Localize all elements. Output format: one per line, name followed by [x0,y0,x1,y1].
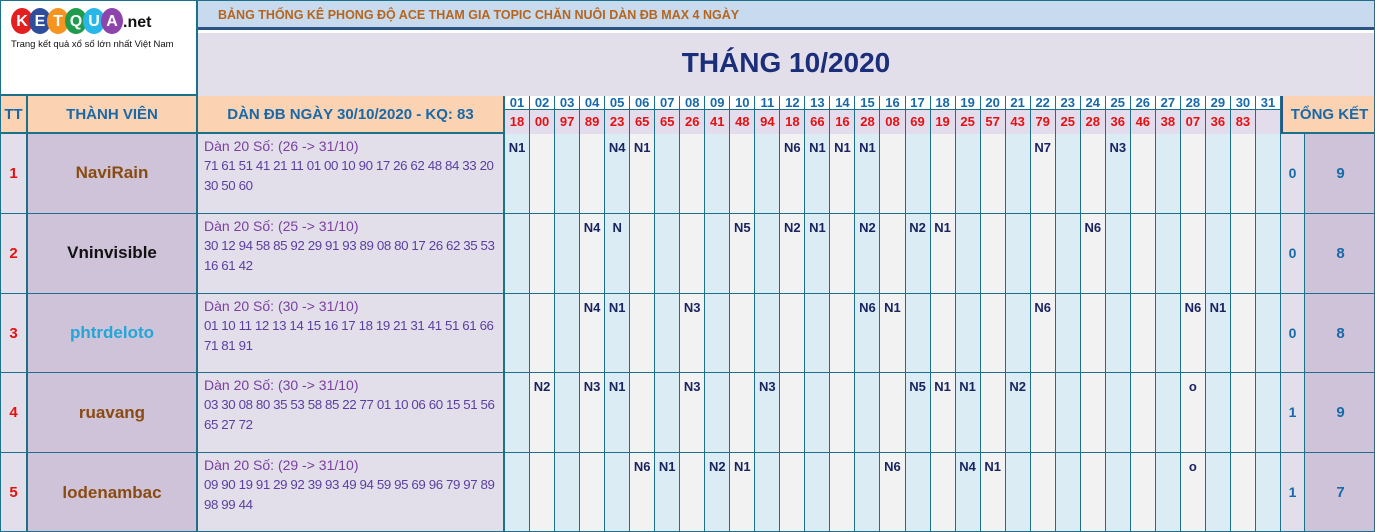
svg-text:A: A [106,13,118,30]
svg-text:.net: .net [123,14,152,31]
svg-text:T: T [53,13,63,30]
svg-text:E: E [35,13,46,30]
svg-text:K: K [16,13,28,30]
svg-text:U: U [88,13,100,30]
svg-text:Q: Q [70,13,82,30]
